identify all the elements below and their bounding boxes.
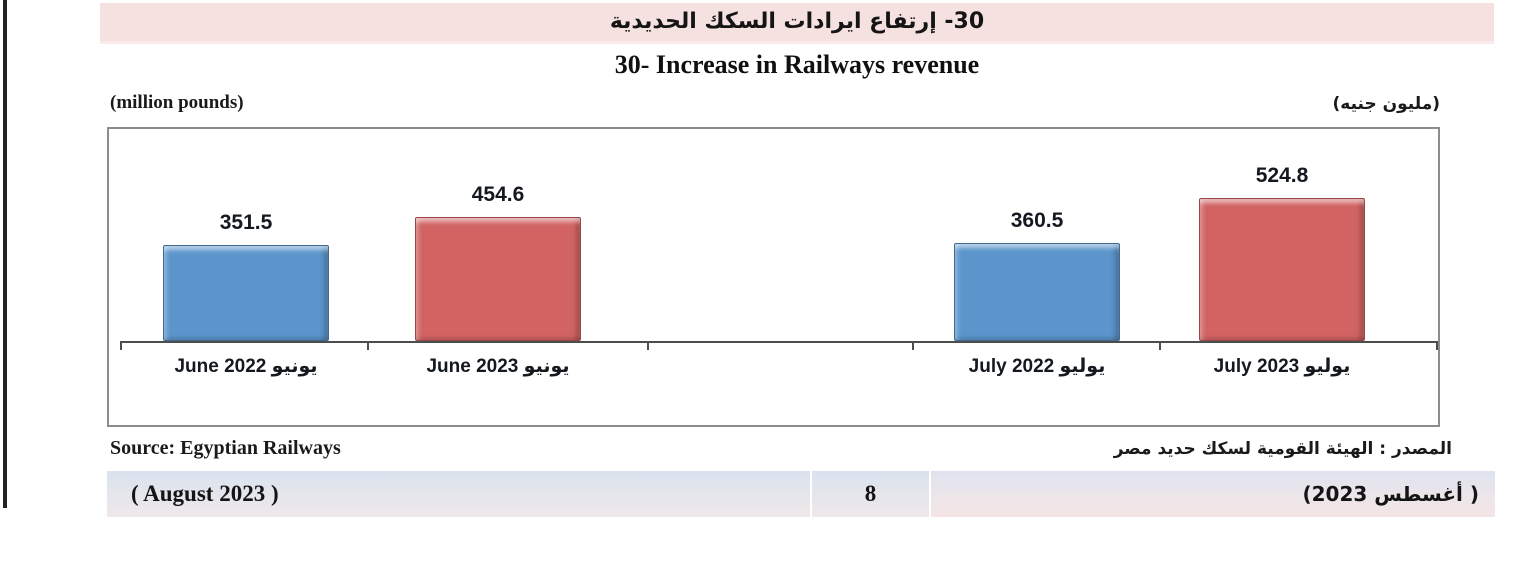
arabic-title-banner: 30- إرتفاع ايرادات السكك الحديدية [100,3,1494,41]
bar-june-2022 [163,245,329,341]
axis-tick [647,341,649,350]
bar-chart: 351.5 June 2022 يونيو 454.6 June 2023 يو… [107,127,1440,427]
axis-tick [912,341,914,350]
source-arabic: المصدر : الهيئة القومية لسكك حديد مصر [1113,439,1452,459]
category-label-june-2023: June 2023 يونيو [426,356,570,377]
bar-june-2023 [415,217,581,341]
page-left-border-rule [3,0,7,508]
category-label-july-2023: July 2023 يوليو [1213,356,1351,377]
footer-date-arabic: ( أغسطس 2023) [931,471,1495,517]
bar-value-label: 360.5 [1010,209,1064,232]
unit-label-english: (million pounds) [110,92,244,113]
source-english: Source: Egyptian Railways [110,437,341,459]
footer-date-english: ( August 2023 ) [107,471,810,517]
unit-label-arabic: (مليون جنيه) [1332,94,1440,114]
category-label-june-2022: June 2022 يونيو [174,356,318,377]
bar-group-june-2022: 351.5 June 2022 يونيو [163,129,329,377]
bar-value-label: 351.5 [219,211,273,234]
footer-page-number: 8 [812,471,929,517]
bar-value-label: 454.6 [471,183,525,206]
bar-value-label: 524.8 [1255,164,1309,187]
category-label-july-2022: July 2022 يوليو [968,356,1106,377]
bar-group-july-2023: 524.8 July 2023 يوليو [1199,129,1365,377]
bar-july-2022 [954,243,1120,341]
bar-group-june-2023: 454.6 June 2023 يونيو [415,129,581,377]
axis-tick [367,341,369,350]
x-axis-line [120,341,1438,343]
axis-tick [120,341,122,350]
english-title: 30- Increase in Railways revenue [614,50,980,79]
axis-tick [1159,341,1161,350]
bar-group-july-2022: 360.5 July 2022 يوليو [954,129,1120,377]
axis-tick [1436,341,1438,350]
bar-july-2023 [1199,198,1365,341]
